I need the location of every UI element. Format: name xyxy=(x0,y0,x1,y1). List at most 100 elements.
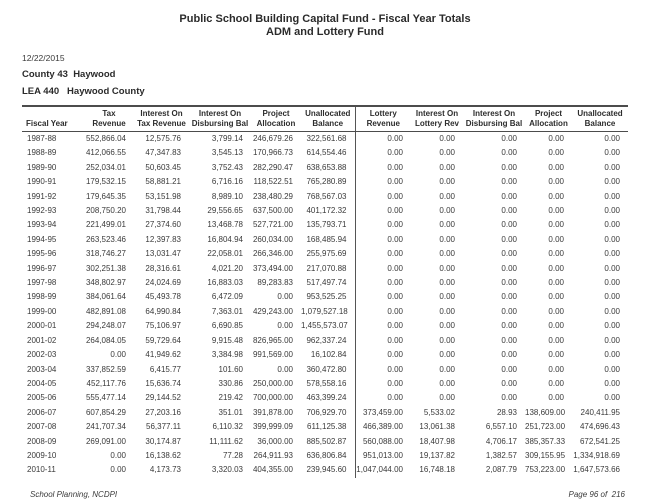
lea-line: LEA 440 Haywood County xyxy=(22,86,145,97)
value-cell: 3,320.03 xyxy=(211,465,243,475)
value-cell: 0.00 xyxy=(354,348,411,363)
value-cell: 0.00 xyxy=(354,290,411,305)
value-cell: 0.00 xyxy=(548,321,564,331)
value-cell: 0.00 xyxy=(439,220,455,230)
column-header: Project Allocation xyxy=(525,105,572,132)
value-cell: 337,852.59 xyxy=(85,364,126,374)
value-cell: 0.00 xyxy=(354,175,411,190)
value-cell: 1,455,573.07 xyxy=(301,321,348,331)
value-cell: 302,251.38 xyxy=(85,263,126,273)
column-header: Interest On Tax Revenue xyxy=(134,105,189,132)
value-cell: 0.00 xyxy=(110,350,126,360)
value-cell: 5,533.02 xyxy=(423,407,455,417)
value-cell: 1,047,044.00 xyxy=(354,463,411,478)
value-cell: 0.00 xyxy=(548,234,564,244)
value-cell: 0.00 xyxy=(439,148,455,158)
value-cell: 552,866.04 xyxy=(85,134,126,143)
value-cell: 6,472.09 xyxy=(211,292,243,302)
value-cell: 373,494.00 xyxy=(252,263,293,273)
value-cell: 28,316.61 xyxy=(145,263,181,273)
report-subtitle: ADM and Lottery Fund xyxy=(266,26,384,38)
value-cell: 991,569.00 xyxy=(252,350,293,360)
column-header-line: Unallocated xyxy=(305,109,351,118)
value-cell: 0.00 xyxy=(604,177,620,187)
value-cell: 0.00 xyxy=(501,249,517,259)
value-cell: 0.00 xyxy=(604,134,620,143)
value-cell: 351.01 xyxy=(218,407,243,417)
value-cell: 29,556.65 xyxy=(207,206,243,216)
value-cell: 255,975.69 xyxy=(306,249,347,259)
value-cell: 0.00 xyxy=(548,249,564,259)
value-cell: 135,793.71 xyxy=(306,220,347,230)
value-cell: 13,061.38 xyxy=(419,422,455,432)
value-cell: 19,137.82 xyxy=(419,450,455,460)
table-row: 2010-11 0.00 4,173.73 3,320.03 404,355.00 239… xyxy=(22,463,628,478)
value-cell: 0.00 xyxy=(354,131,411,147)
value-cell: 16,804.94 xyxy=(207,234,243,244)
value-cell: 753,223.00 xyxy=(525,465,566,475)
column-header: Tax Revenue xyxy=(84,105,134,132)
value-cell: 18,407.98 xyxy=(419,436,455,446)
value-cell: 0.00 xyxy=(548,162,564,172)
value-cell: 0.00 xyxy=(277,364,293,374)
value-cell: 0.00 xyxy=(439,364,455,374)
value-cell: 0.00 xyxy=(604,306,620,316)
value-cell: 294,248.07 xyxy=(85,321,126,331)
value-cell: 555,477.14 xyxy=(85,393,126,403)
value-cell: 0.00 xyxy=(501,134,517,143)
column-header: Interest On Lottery Rev xyxy=(411,105,463,132)
value-cell: 578,558.16 xyxy=(306,378,347,388)
column-header-line: Balance xyxy=(312,118,344,128)
fiscal-year-cell: 1992-93 xyxy=(27,206,57,216)
value-cell: 0.00 xyxy=(501,393,517,403)
table-row: 1999-00 482,891.08 64,990.84 7,363.01 429,24… xyxy=(22,304,628,320)
value-cell: 0.00 xyxy=(354,232,411,248)
value-cell: 0.00 xyxy=(354,276,411,291)
value-cell: 0.00 xyxy=(501,306,517,316)
value-cell: 0.00 xyxy=(548,191,564,201)
value-cell: 7,363.01 xyxy=(211,306,243,316)
value-cell: 0.00 xyxy=(548,263,564,273)
value-cell: 12,575.76 xyxy=(145,134,181,143)
value-cell: 404,355.00 xyxy=(252,465,293,475)
value-cell: 77.28 xyxy=(222,450,243,460)
value-cell: 0.00 xyxy=(501,292,517,302)
value-cell: 239,945.60 xyxy=(306,465,347,475)
table-row: 1997-98 348,802.97 24,024.69 16,883.03 89,28… xyxy=(22,276,628,291)
value-cell: 221,499.01 xyxy=(85,220,126,230)
column-header-line: Revenue xyxy=(366,118,400,128)
value-cell: 0.00 xyxy=(604,162,620,172)
value-cell: 384,061.64 xyxy=(85,292,126,302)
value-cell: 962,337.24 xyxy=(306,335,347,345)
column-header-line: Lottery Rev xyxy=(414,118,459,128)
value-cell: 348,802.97 xyxy=(85,278,126,288)
table-row: 1989-90 252,034.01 50,603.45 3,752.43 282,29… xyxy=(22,160,628,176)
value-cell: 0.00 xyxy=(439,234,455,244)
value-cell: 3,545.13 xyxy=(211,148,243,158)
value-cell: 0.00 xyxy=(548,292,564,302)
value-cell: 219.42 xyxy=(218,393,243,403)
value-cell: 0.00 xyxy=(439,263,455,273)
value-cell: 614,554.46 xyxy=(306,148,347,158)
value-cell: 53,151.98 xyxy=(145,191,181,201)
value-cell: 29,144.52 xyxy=(145,393,181,403)
table-row: 1996-97 302,251.38 28,316.61 4,021.20 373,49… xyxy=(22,261,628,277)
value-cell: 309,155.95 xyxy=(525,450,566,460)
value-cell: 12,397.83 xyxy=(145,234,181,244)
value-cell: 0.00 xyxy=(439,393,455,403)
fiscal-year-table: Fiscal Year Tax Revenue Interest On Tax Reve… xyxy=(22,105,628,478)
table-row: 1993-94 221,499.01 27,374.60 13,468.78 527,7… xyxy=(22,218,628,233)
value-cell: 16,883.03 xyxy=(207,278,243,288)
value-cell: 238,480.29 xyxy=(252,191,293,201)
value-cell: 28.93 xyxy=(496,407,517,417)
value-cell: 208,750.20 xyxy=(85,206,126,216)
fiscal-year-cell: 1987-88 xyxy=(27,134,57,143)
value-cell: 13,031.47 xyxy=(145,249,181,259)
fiscal-year-cell: 1997-98 xyxy=(27,278,57,288)
value-cell: 0.00 xyxy=(439,249,455,259)
value-cell: 252,034.01 xyxy=(85,162,126,172)
value-cell: 59,729.64 xyxy=(145,335,181,345)
value-cell: 360,472.80 xyxy=(306,364,347,374)
value-cell: 0.00 xyxy=(548,335,564,345)
